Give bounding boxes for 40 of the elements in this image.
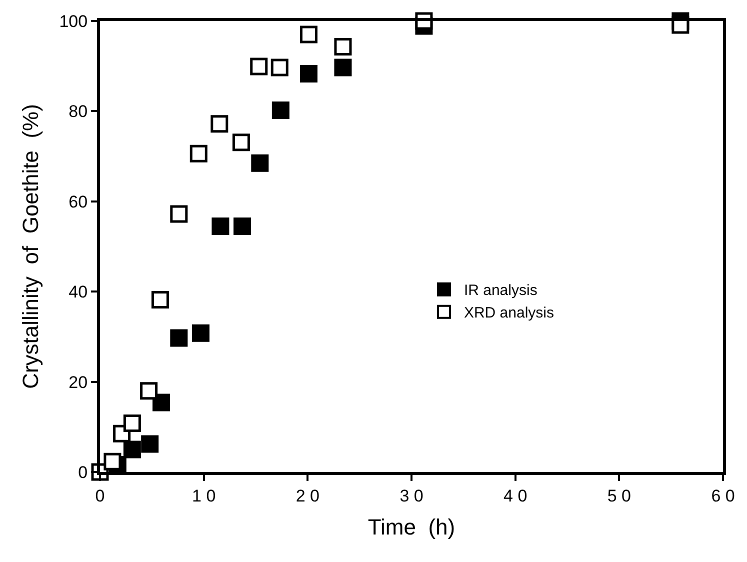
x-tick-label: 5 0 (607, 486, 631, 506)
x-axis-title: Time (h) (368, 514, 456, 540)
x-tick-label: 0 (95, 486, 105, 506)
x-tick-label: 3 0 (400, 486, 424, 506)
legend-label: IR analysis (464, 282, 538, 300)
y-tick-label: 40 (68, 282, 88, 302)
point (334, 38, 352, 56)
y-axis-title: Crystallinity of Goethite (%) (18, 104, 44, 389)
point (272, 102, 290, 120)
point (300, 26, 318, 44)
y-tick-label: 100 (59, 12, 88, 31)
point (334, 58, 352, 76)
point (151, 290, 169, 308)
x-tick-label: 2 0 (296, 486, 320, 506)
point (123, 414, 141, 432)
point (104, 452, 122, 470)
y-tick-label: 0 (78, 462, 88, 482)
legend-label: XRD analysis (464, 304, 554, 322)
point (251, 154, 269, 172)
point (170, 205, 188, 223)
y-tick-label: 60 (68, 192, 88, 212)
point (152, 394, 170, 412)
y-tick-label: 20 (68, 372, 88, 392)
point (270, 58, 288, 76)
point (232, 134, 250, 152)
point (250, 58, 268, 76)
y-tick-label: 80 (68, 102, 88, 122)
point (190, 144, 208, 162)
point (212, 217, 230, 235)
x-tick-label: 1 0 (192, 486, 216, 506)
point (210, 115, 228, 133)
point (300, 65, 318, 83)
x-tick-label: 4 0 (504, 486, 528, 506)
point (192, 324, 210, 342)
point (170, 329, 188, 347)
point (140, 382, 158, 400)
point (234, 217, 251, 235)
point (123, 440, 141, 458)
x-tick-label: 6 0 (711, 486, 735, 506)
point (141, 435, 159, 453)
